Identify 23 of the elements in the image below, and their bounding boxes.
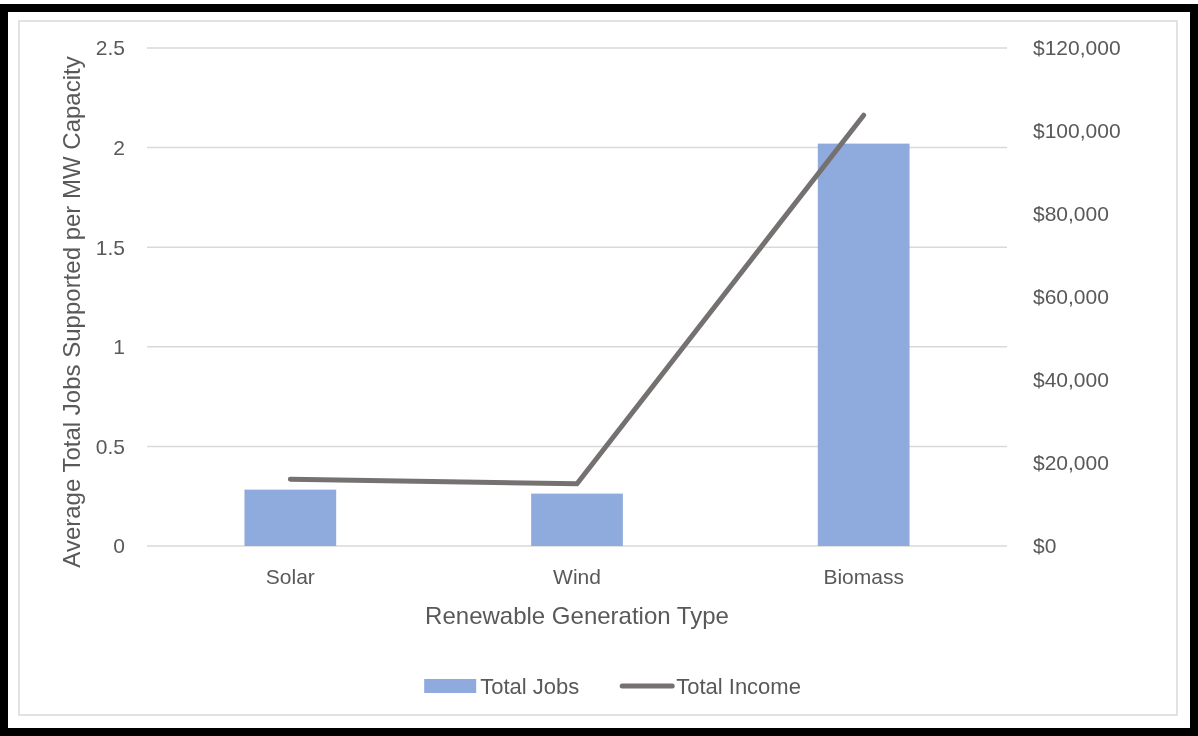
y2-tick-label: $60,000 bbox=[1033, 285, 1109, 309]
x-axis-title: Renewable Generation Type bbox=[425, 602, 729, 630]
y-tick-label: 0.5 bbox=[95, 434, 125, 458]
y2-tick-label: $40,000 bbox=[1033, 368, 1109, 392]
y-axis-title: Average Total Jobs Supported per MW Capacity bbox=[58, 56, 86, 568]
y-tick-label: 2.5 bbox=[95, 36, 125, 60]
y-tick-label: 2 bbox=[113, 135, 125, 159]
x-tick-label: Wind bbox=[553, 565, 601, 589]
legend-label: Total Income bbox=[676, 673, 801, 699]
bar bbox=[244, 489, 337, 546]
y2-tick-label: $80,000 bbox=[1033, 202, 1109, 226]
legend-label: Total Jobs bbox=[480, 673, 580, 699]
x-tick-label: Biomass bbox=[823, 565, 904, 589]
bar bbox=[531, 493, 623, 546]
y-tick-label: 1.5 bbox=[95, 235, 125, 259]
y2-tick-label: $120,000 bbox=[1033, 36, 1121, 60]
y2-tick-label: $20,000 bbox=[1033, 451, 1109, 475]
x-tick-label: Solar bbox=[265, 565, 315, 589]
y-tick-label: 1 bbox=[113, 335, 125, 359]
bar bbox=[817, 143, 910, 546]
y2-tick-label: $100,000 bbox=[1033, 119, 1121, 143]
y-tick-label: 0 bbox=[113, 534, 125, 558]
y2-tick-label: $0 bbox=[1033, 534, 1057, 558]
